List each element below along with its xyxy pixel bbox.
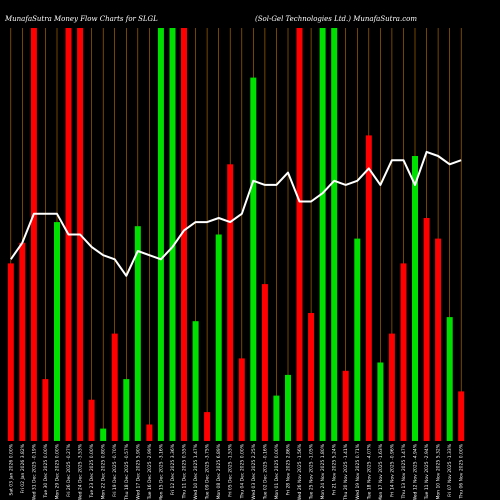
date-label: Fri 19 Dec 2025 -0.70% — [112, 443, 118, 497]
money-flow-bar — [42, 379, 49, 441]
date-label: Tue 09 Dec 2025 -3.75% — [205, 443, 211, 500]
money-flow-bar — [181, 28, 187, 441]
money-flow-bar — [308, 313, 315, 441]
date-label: Tue 18 Nov 2025 -4.07% — [366, 443, 372, 500]
price-line — [9, 150, 462, 277]
money-flow-bar — [100, 428, 107, 441]
date-label: Tue 11 Nov 2025 -2.94% — [424, 443, 430, 500]
date-label: Fri 02 Jan 2026 3.82% — [20, 443, 26, 493]
date-labels: Sat 03 Jan 2026 0.00% Fri 02 Jan 2026 3.8… — [8, 443, 464, 500]
date-label: Thu 13 Nov 2025 1.47% — [401, 443, 407, 499]
money-flow-bar — [134, 226, 141, 441]
money-flow-bar — [157, 28, 164, 441]
date-label: Wed 12 Nov 2025 -4.94% — [413, 443, 419, 500]
date-label: Tue 02 Dec 2025 -0.16% — [262, 443, 268, 500]
date-label: Fri 26 Dec 2025 -0.27% — [66, 443, 72, 497]
money-flow-bar — [423, 218, 430, 441]
date-label: Mon 22 Dec 2025 0.80% — [101, 443, 107, 499]
date-label: Thu 20 Nov 2025 -1.41% — [343, 443, 349, 500]
money-flow-bar — [54, 222, 60, 441]
date-label: Fri 12 Dec 2025 3.36% — [170, 443, 176, 495]
money-flow-bar — [204, 412, 211, 441]
date-label: Tue 23 Dec 2025 0.00% — [89, 443, 95, 498]
date-label: Thu 04 Dec 2025 0.00% — [239, 443, 245, 499]
date-label: Fri 21 Nov 2025 5.24% — [332, 443, 338, 495]
money-flow-bar — [123, 379, 130, 441]
money-flow-bar — [388, 333, 395, 441]
date-label: Tue 25 Nov 2025 -1.05% — [309, 443, 315, 500]
money-flow-bar — [19, 242, 26, 441]
money-flow-bar — [250, 77, 257, 441]
date-label: Mon 15 Dec 2025 -3.16% — [158, 443, 164, 500]
chart-subtitle: (Sol-Gel Technologies Ltd.) MunafaSutra.… — [255, 15, 417, 23]
date-label: Wed 17 Dec 2025 5.90% — [135, 443, 141, 499]
chart-title: MunafaSutra Money Flow Charts for SLGL — [4, 15, 158, 23]
date-label: Mon 01 Dec 2025 0.00% — [274, 443, 280, 499]
money-flow-bar — [7, 263, 14, 441]
money-flow-bar — [285, 374, 291, 441]
price-line-layer — [9, 150, 462, 277]
date-label: Mon 24 Nov 2025 1.80% — [320, 443, 326, 499]
date-label: Fri 05 Dec 2025 -1.53% — [228, 443, 234, 497]
money-flow-bar — [88, 399, 95, 441]
money-flow-bar — [238, 358, 245, 441]
money-flow-bar — [169, 28, 176, 441]
date-label: Thu 18 Dec 2025 -0.57% — [124, 443, 130, 500]
date-label: Fri 07 Nov 2025 -1.33% — [447, 443, 453, 497]
money-flow-bar — [400, 263, 407, 441]
money-flow-bar — [377, 362, 384, 441]
money-flow-bar — [435, 238, 442, 441]
date-label: Wed 31 Dec 2025 -0.19% — [31, 443, 37, 500]
date-label: Wed 10 Dec 2025 1.47% — [193, 443, 199, 499]
date-label: Thu 11 Dec 2025 0.55% — [182, 443, 188, 499]
money-flow-bar — [319, 28, 326, 441]
money-flow-bar — [446, 317, 453, 441]
date-label: Mon 29 Dec 2025 0.00% — [55, 443, 61, 499]
money-flow-bar — [111, 333, 118, 441]
date-label: Thu 06 Nov 2025 0.00% — [459, 443, 465, 499]
money-flow-bar — [215, 234, 222, 441]
money-flow-bar — [261, 284, 268, 441]
money-flow-bar — [227, 164, 234, 442]
money-flow-bar — [296, 28, 303, 441]
money-flow-bar — [354, 238, 361, 441]
date-label: Sat 03 Jan 2026 0.00% — [8, 443, 14, 495]
date-label: Fri 28 Nov 2025 2.86% — [286, 443, 292, 495]
money-flow-bar — [365, 135, 372, 441]
date-label: Fri 14 Nov 2025 -0.96% — [389, 443, 395, 497]
date-label: Wed 26 Nov 2025 -1.56% — [297, 443, 303, 500]
money-flow-bar — [331, 28, 338, 441]
date-label: Mon 08 Dec 2025 6.89% — [216, 443, 222, 499]
date-label: Tue 30 Dec 2025 0.00% — [43, 443, 49, 498]
date-label: Wed 03 Dec 2025 2.25% — [251, 443, 257, 499]
money-flow-bar — [342, 370, 349, 441]
date-label: Wed 19 Nov 2025 0.71% — [355, 443, 361, 500]
money-flow-bar — [273, 395, 280, 441]
date-label: Mon 10 Nov 2025 5.32% — [436, 443, 442, 499]
date-label: Mon 17 Nov 2025 -1.63% — [378, 443, 384, 500]
money-flow-bar — [146, 424, 153, 441]
date-label: Tue 16 Dec 2025 -2.99% — [147, 443, 153, 500]
money-flow-bar — [192, 321, 199, 441]
money-flow-bar — [458, 391, 465, 441]
money-flow-bar — [412, 156, 418, 441]
money-flow-bar — [30, 28, 37, 441]
date-label: Wed 24 Dec 2025 -3.53% — [78, 443, 84, 500]
